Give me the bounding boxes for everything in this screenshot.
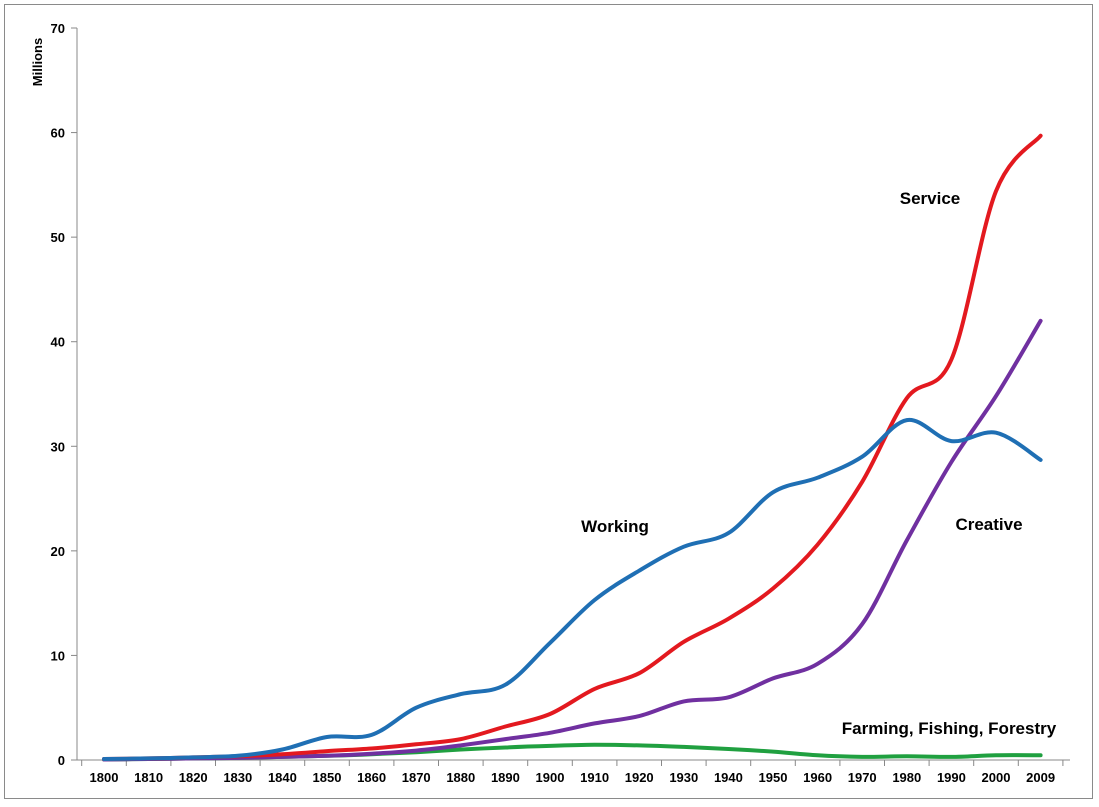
x-tick-label: 1880 [446, 770, 475, 785]
series-line-working [102, 418, 1043, 761]
series-layer [102, 133, 1043, 762]
y-tick-label: 50 [51, 230, 65, 245]
y-tick-label: 10 [51, 648, 65, 663]
x-tick-label: 1930 [669, 770, 698, 785]
series-line-creative [102, 318, 1043, 762]
y-tick-label: 70 [51, 21, 65, 36]
series-label-working: Working [581, 517, 649, 536]
x-tick-label: 1970 [848, 770, 877, 785]
x-tick-label: 2000 [982, 770, 1011, 785]
x-tick-label: 1890 [491, 770, 520, 785]
series-label-creative: Creative [955, 515, 1022, 534]
x-tick-label: 2009 [1026, 770, 1055, 785]
y-tick-label: 40 [51, 335, 65, 350]
series-line-service [102, 133, 1043, 761]
x-tick-label: 1860 [357, 770, 386, 785]
y-tick-label: 60 [51, 126, 65, 141]
y-tick-label: 20 [51, 544, 65, 559]
x-tick-label: 1810 [134, 770, 163, 785]
x-tick-label: 1820 [179, 770, 208, 785]
x-tick-label: 1950 [759, 770, 788, 785]
x-tick-label: 1800 [90, 770, 119, 785]
x-tick-label: 1850 [313, 770, 342, 785]
x-tick-label: 1980 [892, 770, 921, 785]
x-tick-label: 1840 [268, 770, 297, 785]
x-tick-label: 1990 [937, 770, 966, 785]
series-label-service: Service [900, 189, 961, 208]
y-tick-label: 30 [51, 439, 65, 454]
y-tick-label: 0 [58, 753, 65, 768]
y-axis-label: Millions [30, 38, 45, 86]
chart-frame [4, 4, 1093, 799]
x-tick-label: 1910 [580, 770, 609, 785]
x-tick-label: 1920 [625, 770, 654, 785]
series-label-farming-fishing-forestry: Farming, Fishing, Forestry [842, 719, 1057, 738]
x-tick-label: 1960 [803, 770, 832, 785]
x-tick-label: 1830 [223, 770, 252, 785]
x-tick-label: 1870 [402, 770, 431, 785]
x-tick-label: 1940 [714, 770, 743, 785]
annotation-layer: Service Working Creative Farming, Fishing, … [581, 189, 1057, 738]
axes: 0 10 20 30 40 50 60 70 1800 1810 1820 1830 1840 1850 1… [30, 21, 1070, 785]
x-tick-label: 1900 [536, 770, 565, 785]
